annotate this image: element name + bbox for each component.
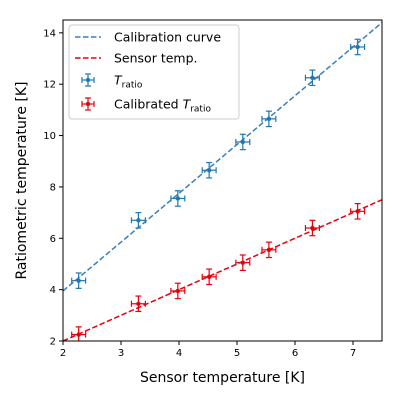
data-point-calibrated-t-ratio <box>170 282 186 300</box>
marker <box>266 116 272 122</box>
legend-errorbar-handle <box>81 73 95 87</box>
ticks-layer: 2 3 4 5 6 7 2 4 6 8 10 12 14 <box>43 28 356 359</box>
line-sensor-temp <box>63 199 382 341</box>
x-tick-label: 3 <box>118 348 124 359</box>
data-point-calibrated-t-ratio <box>235 254 251 271</box>
legend-label: Calibration curve <box>114 30 221 45</box>
marker <box>206 168 212 173</box>
marker <box>136 301 141 306</box>
legend-frame <box>68 24 240 120</box>
legend-label: Calibrated Tratio <box>114 97 211 115</box>
data-point-t-ratio <box>235 133 251 151</box>
data-point-t-ratio <box>261 110 277 128</box>
legend-label: Sensor temp. <box>114 51 198 66</box>
data-point-t-ratio <box>201 161 217 179</box>
data-point-calibrated-t-ratio <box>201 268 217 286</box>
y-tick-label: 6 <box>50 234 56 245</box>
y-tick-label: 4 <box>50 285 56 296</box>
x-tick-label: 7 <box>350 348 356 359</box>
x-tick-label: 5 <box>234 348 240 359</box>
x-axis-label: Sensor temperature [K] <box>140 370 305 386</box>
y-tick-label: 8 <box>50 182 56 193</box>
legend: Calibration curve Sensor temp. Tratio Calib… <box>68 24 240 120</box>
line-calibration-curve <box>63 21 382 292</box>
legend-label: Tratio <box>114 73 143 91</box>
lines-layer <box>63 21 382 341</box>
data-point-t-ratio <box>170 190 186 207</box>
data-point-t-ratio <box>350 38 366 56</box>
data-point-t-ratio <box>71 272 87 289</box>
data-point-calibrated-t-ratio <box>130 295 146 313</box>
marker <box>240 139 245 145</box>
data-point-calibrated-t-ratio <box>304 219 320 237</box>
data-point-calibrated-t-ratio <box>261 241 277 259</box>
y-axis-label: Ratiometric temperature [K] <box>14 81 30 279</box>
x-tick-label: 2 <box>60 348 66 359</box>
marker <box>355 209 360 214</box>
marker <box>76 278 81 283</box>
marker <box>206 274 212 279</box>
data-point-t-ratio <box>130 212 146 229</box>
marker <box>266 247 272 253</box>
marker <box>175 288 181 294</box>
data-point-calibrated-t-ratio <box>71 326 87 341</box>
points-layer <box>71 38 366 341</box>
y-tick-label: 2 <box>50 337 56 348</box>
marker <box>76 332 81 337</box>
data-point-calibrated-t-ratio <box>350 203 366 220</box>
marker <box>355 44 360 50</box>
y-tick-label: 12 <box>43 80 56 91</box>
x-tick-label: 4 <box>176 348 182 359</box>
legend-errorbar-handle <box>81 97 95 111</box>
data-point-t-ratio <box>304 69 320 87</box>
x-tick-label: 6 <box>292 348 298 359</box>
plot-frame <box>62 19 383 342</box>
marker <box>240 260 245 265</box>
y-tick-label: 10 <box>43 131 56 142</box>
marker <box>310 75 315 80</box>
marker <box>310 225 315 231</box>
marker <box>175 196 181 201</box>
marker <box>136 218 141 223</box>
y-tick-label: 14 <box>43 28 56 39</box>
